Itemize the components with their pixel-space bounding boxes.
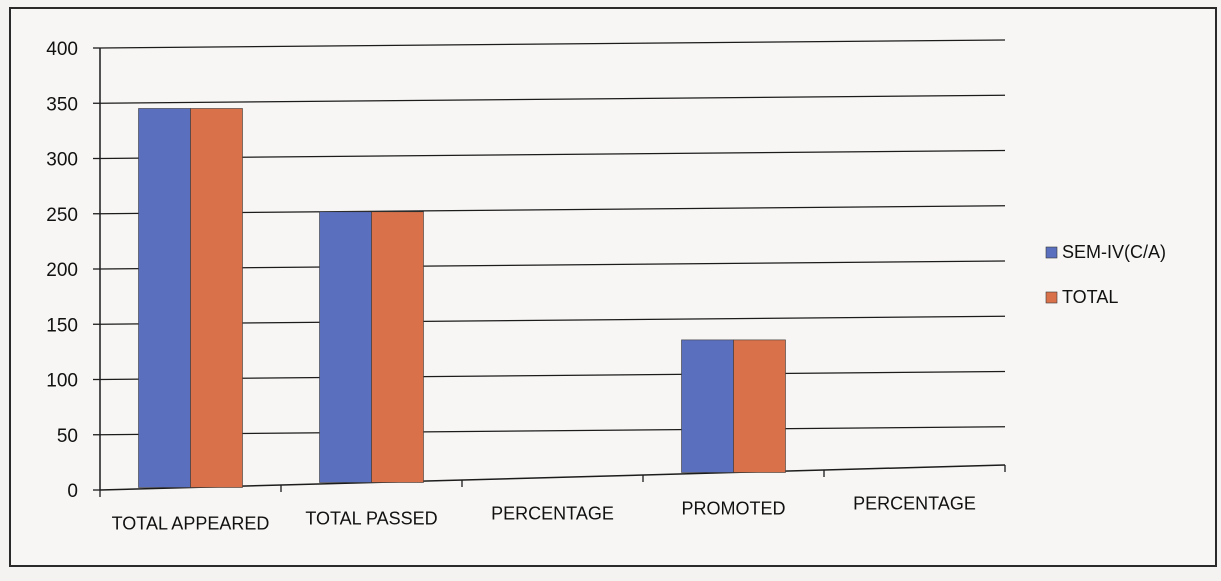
x-category-label: PERCENTAGE bbox=[853, 494, 976, 514]
bar-total bbox=[190, 108, 243, 488]
x-category-label: PERCENTAGE bbox=[491, 504, 614, 524]
gridline bbox=[99, 370, 1006, 381]
y-tick-label: 0 bbox=[67, 481, 78, 502]
x-category-label: TOTAL PASSED bbox=[305, 509, 437, 529]
y-tick-label: 200 bbox=[46, 260, 78, 281]
gridline bbox=[99, 39, 1006, 49]
legend-swatch bbox=[1045, 246, 1058, 259]
x-category-label: TOTAL APPEARED bbox=[112, 514, 270, 534]
bar-sem-iv bbox=[138, 108, 191, 488]
legend-swatch bbox=[1045, 291, 1058, 304]
gridline bbox=[99, 94, 1006, 104]
y-tick-label: 350 bbox=[46, 94, 78, 115]
y-tick-label: 50 bbox=[57, 426, 78, 447]
axis-labels: 0 50 100 150 200 250 300 350 400 TOTAL APPEARED TO… bbox=[46, 39, 976, 534]
gridline bbox=[99, 149, 1006, 160]
bar-total bbox=[371, 211, 424, 483]
gridline bbox=[99, 315, 1006, 325]
gridline bbox=[99, 260, 1006, 270]
gridline bbox=[99, 205, 1006, 215]
axes bbox=[93, 47, 1006, 497]
y-tick-label: 150 bbox=[46, 315, 78, 336]
x-category-label: PROMOTED bbox=[681, 499, 785, 519]
bar-sem-iv bbox=[681, 339, 734, 473]
gridlines bbox=[99, 39, 1006, 436]
x-axis bbox=[99, 464, 1006, 491]
bar-sem-iv bbox=[319, 211, 372, 483]
y-tick-label: 400 bbox=[46, 39, 78, 60]
bars bbox=[138, 108, 786, 488]
gridline bbox=[99, 426, 1006, 436]
y-tick-label: 100 bbox=[46, 371, 78, 392]
legend-label: SEM-IV(C/A) bbox=[1062, 242, 1166, 262]
bar-total bbox=[733, 339, 786, 473]
y-tick-label: 250 bbox=[46, 205, 78, 226]
legend: SEM-IV(C/A) TOTAL bbox=[1045, 242, 1166, 307]
y-tick-label: 300 bbox=[46, 150, 78, 171]
legend-label: TOTAL bbox=[1062, 287, 1118, 307]
